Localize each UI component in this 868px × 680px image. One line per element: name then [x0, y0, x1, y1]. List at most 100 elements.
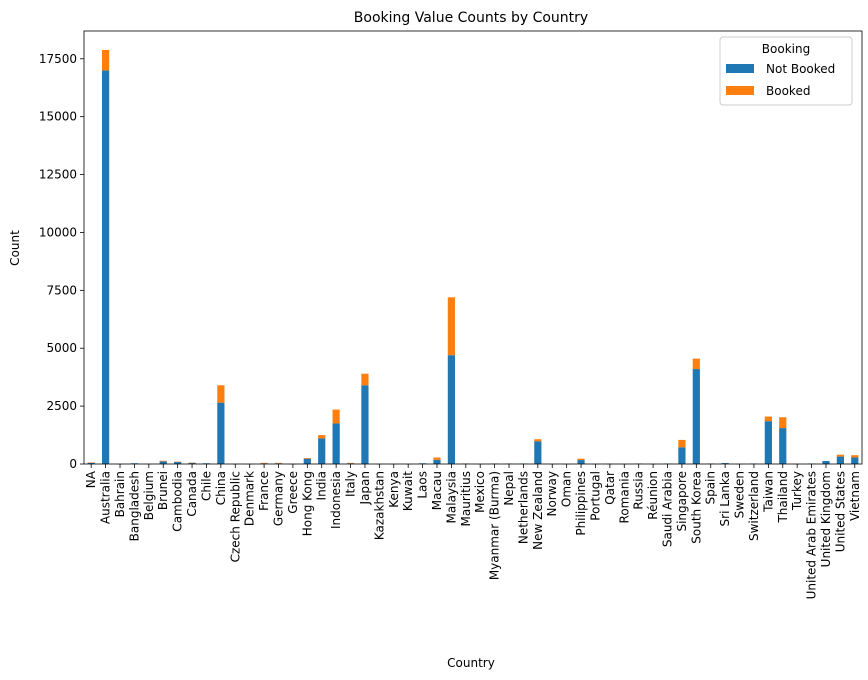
bar-booked-united-states — [836, 454, 844, 457]
y-axis-label: Count — [8, 230, 22, 266]
x-tick-label: Kazakhstan — [372, 471, 386, 540]
bar-not-booked-vietnam — [851, 457, 859, 464]
x-tick-label: Réunion — [646, 471, 660, 520]
bar-not-booked-brunei — [159, 461, 167, 464]
bar-not-booked-singapore — [678, 447, 686, 464]
bar-not-booked-macau — [433, 459, 441, 464]
x-tick-label: Spain — [704, 471, 718, 505]
bar-not-booked-australia — [102, 70, 110, 464]
y-tick-label: 15000 — [39, 110, 77, 124]
y-tick-label: 12500 — [39, 168, 77, 182]
x-tick-label: Portugal — [588, 471, 602, 521]
x-tick-label: Romania — [617, 471, 631, 523]
x-tick-label: Malaysia — [444, 471, 458, 523]
x-tick-label: Hong Kong — [300, 471, 314, 536]
bar-not-booked-philippines — [577, 460, 585, 464]
y-axis: 0 2500 5000 7500 10000 12500 15000 17500 — [39, 52, 84, 471]
legend-swatch-booked — [726, 86, 754, 95]
x-tick-label: Russia — [632, 471, 646, 510]
bar-booked-vietnam — [851, 455, 859, 458]
x-tick-label: Canada — [185, 471, 199, 517]
x-tick-label: NA — [84, 470, 98, 488]
bar-not-booked-sri-lanka — [721, 463, 729, 464]
legend-title: Booking — [762, 42, 810, 56]
x-tick-label: Nepal — [502, 471, 516, 506]
bar-booked-china — [217, 385, 225, 403]
x-axis-label: Country — [447, 656, 495, 670]
x-tick-label: Japan — [358, 471, 372, 505]
x-axis: NA Australia Bahrain Bangladesh Belgium Brune… — [84, 464, 862, 599]
bar-booked-new-zealand — [534, 439, 542, 442]
bar-not-booked-japan — [361, 385, 369, 464]
bar-not-booked-taiwan — [764, 421, 772, 464]
x-tick-label: Kuwait — [401, 471, 415, 511]
y-tick-label: 17500 — [39, 52, 77, 66]
bar-booked-thailand — [779, 417, 787, 429]
x-tick-label: Mexico — [473, 471, 487, 513]
x-tick-label: United Kingdom — [819, 471, 833, 567]
x-tick-label: Qatar — [603, 471, 617, 505]
bar-not-booked-thailand — [779, 428, 787, 464]
bar-booked-singapore — [678, 439, 686, 448]
bar-booked-malaysia — [447, 297, 455, 356]
bar-not-booked-south-korea — [692, 369, 700, 464]
plot-frame — [83, 30, 863, 465]
legend-swatch-not-booked — [726, 64, 754, 73]
x-tick-label: France — [257, 471, 271, 511]
legend-label-booked: Booked — [766, 84, 810, 98]
x-tick-label: Denmark — [243, 471, 257, 526]
x-tick-label: Greece — [286, 471, 300, 514]
x-tick-label: Philippines — [574, 471, 588, 536]
x-tick-label: Bangladesh — [127, 471, 141, 541]
x-tick-label: United States — [833, 471, 847, 552]
x-tick-label: Sri Lanka — [718, 471, 732, 526]
x-tick-label: United Arab Emirates — [805, 471, 819, 599]
legend-label-not-booked: Not Booked — [766, 62, 835, 76]
bar-booked-hong-kong — [303, 457, 311, 459]
bars — [87, 49, 859, 465]
bar-booked-macau — [433, 457, 441, 460]
y-tick-label: 2500 — [46, 399, 77, 413]
x-tick-label: Italy — [344, 471, 358, 497]
y-tick-label: 5000 — [46, 341, 77, 355]
x-tick-label: New Zealand — [531, 471, 545, 550]
chart-title: Booking Value Counts by Country — [354, 10, 588, 26]
y-tick-label: 0 — [69, 457, 77, 471]
legend: Booking Not Booked Booked — [719, 36, 853, 106]
bar-not-booked-canada — [188, 462, 196, 464]
bar-not-booked-indonesia — [332, 423, 340, 464]
bar-booked-taiwan — [764, 416, 772, 422]
x-tick-label: Macau — [430, 471, 444, 510]
bar-booked-south-korea — [692, 358, 700, 370]
x-tick-label: Germany — [272, 471, 286, 526]
x-tick-label: Indonesia — [329, 471, 343, 529]
x-tick-label: Brunei — [156, 471, 170, 510]
bar-booked-indonesia — [332, 409, 340, 424]
bar-not-booked-new-zealand — [534, 441, 542, 464]
x-tick-label: Saudi Arabia — [661, 471, 675, 547]
bar-booked-japan — [361, 373, 369, 386]
x-tick-label: Sweden — [733, 471, 747, 518]
bar-not-booked-china — [217, 402, 225, 464]
y-tick-label: 7500 — [46, 283, 77, 297]
x-tick-label: Laos — [416, 471, 430, 499]
x-tick-label: Vietnam — [848, 471, 862, 521]
x-tick-label: Cambodia — [171, 471, 185, 532]
y-tick-label: 10000 — [39, 225, 77, 239]
x-tick-label: Bahrain — [113, 471, 127, 517]
bar-booked-brunei — [159, 460, 167, 462]
x-tick-label: Netherlands — [516, 471, 530, 544]
x-tick-label: Switzerland — [747, 471, 761, 541]
bar-not-booked-united-states — [836, 456, 844, 464]
x-tick-label: China — [214, 471, 228, 505]
x-tick-label: Oman — [560, 471, 574, 507]
x-tick-label: Mauritius — [459, 471, 473, 526]
bar-not-booked-malaysia — [447, 355, 455, 464]
x-tick-label: Myanmar (Burma) — [488, 471, 502, 580]
x-tick-label: South Korea — [689, 471, 703, 544]
x-tick-label: Chile — [199, 471, 213, 501]
bar-booked-philippines — [577, 458, 585, 461]
bar-not-booked-india — [318, 438, 326, 464]
bar-not-booked-cambodia — [174, 461, 182, 464]
